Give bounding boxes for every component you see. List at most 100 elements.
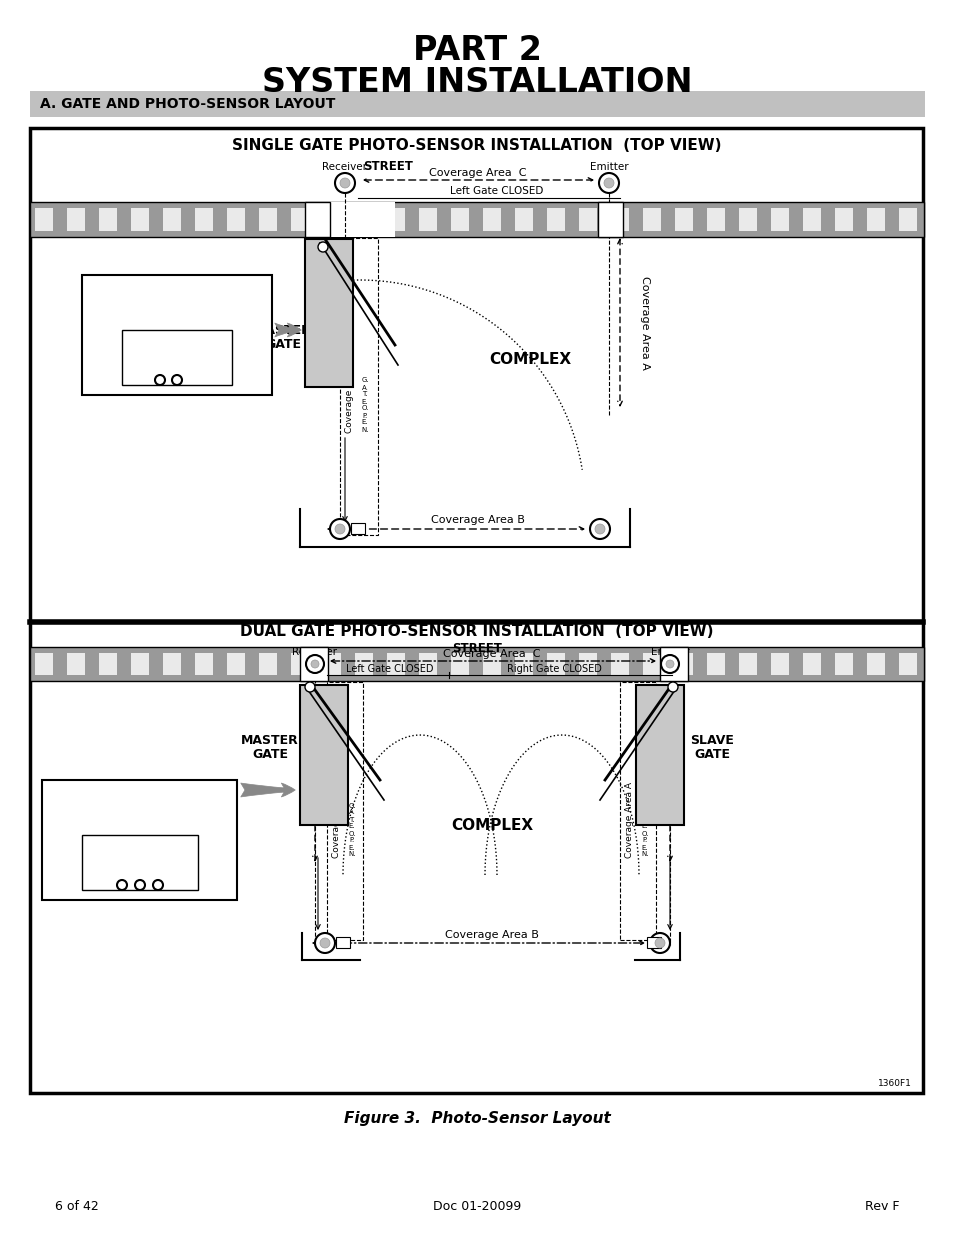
Bar (227, 209, 245, 231)
Bar (706, 209, 724, 231)
Text: SINGLE GATE PHOTO-SENSOR INSTALLATION  (TOP VIEW): SINGLE GATE PHOTO-SENSOR INSTALLATION (T… (232, 138, 721, 153)
Bar (299, 685, 348, 825)
Bar (387, 653, 405, 676)
Text: Coverage Area A: Coverage Area A (345, 357, 355, 433)
Bar (35, 653, 53, 676)
Circle shape (305, 682, 314, 692)
Text: COMPLEX: COMPLEX (451, 818, 533, 832)
Text: 1360F1: 1360F1 (877, 1078, 911, 1088)
Bar (739, 653, 757, 676)
Bar (482, 653, 500, 676)
Bar (619, 682, 656, 940)
Text: SYSTEM INSTALLATION: SYSTEM INSTALLATION (261, 67, 692, 100)
Bar (339, 238, 377, 535)
Bar (99, 653, 117, 676)
Bar (546, 653, 564, 676)
Bar (770, 209, 788, 231)
Bar (323, 653, 340, 676)
Text: 6 of 42: 6 of 42 (55, 1200, 99, 1214)
Bar (30, 647, 923, 680)
Circle shape (603, 178, 614, 188)
Text: Right Gate CLOSED: Right Gate CLOSED (506, 664, 600, 674)
Bar (355, 653, 373, 676)
Bar (642, 653, 660, 676)
Circle shape (655, 939, 664, 948)
Circle shape (330, 519, 350, 538)
Text: Coverage Area A: Coverage Area A (639, 277, 649, 370)
Bar (305, 203, 330, 237)
Bar (770, 653, 788, 676)
Text: Control Board: Control Board (91, 815, 189, 829)
Circle shape (339, 178, 350, 188)
Text: PART 2: PART 2 (412, 33, 541, 67)
Bar (866, 209, 884, 231)
Circle shape (335, 524, 345, 534)
Bar (451, 653, 469, 676)
Bar (323, 209, 340, 231)
Circle shape (117, 881, 127, 890)
Bar (546, 209, 564, 231)
Text: SW 2000: SW 2000 (146, 295, 208, 309)
Text: Coverage Area  C: Coverage Area C (443, 650, 540, 659)
Text: Rev F: Rev F (864, 1200, 899, 1214)
Text: GATE: GATE (693, 748, 729, 762)
Bar (351, 522, 365, 534)
Bar (335, 937, 350, 948)
Bar (834, 209, 852, 231)
Bar (706, 653, 724, 676)
Bar (163, 653, 181, 676)
Text: MASTER: MASTER (241, 734, 298, 746)
Text: GATE: GATE (265, 338, 301, 352)
Bar (898, 653, 916, 676)
Bar (515, 653, 533, 676)
Bar (305, 203, 395, 237)
Bar (866, 653, 884, 676)
Text: Inside
Photo
Sensor: Inside Photo Sensor (78, 847, 108, 877)
Bar (739, 209, 757, 231)
Text: SLAVE: SLAVE (689, 734, 733, 746)
Bar (418, 209, 436, 231)
Text: Coverage Area  C: Coverage Area C (429, 168, 526, 178)
Bar (834, 653, 852, 676)
Bar (418, 653, 436, 676)
Bar (82, 835, 198, 890)
Bar (802, 209, 821, 231)
Bar (30, 203, 923, 237)
Text: G.
A.
T.
E.
O.
P.
E.
N.: G. A. T. E. O. P. E. N. (348, 803, 355, 857)
Bar (163, 209, 181, 231)
Bar (194, 653, 213, 676)
Text: Left Gate CLOSED: Left Gate CLOSED (450, 186, 543, 196)
Bar (355, 209, 373, 231)
Circle shape (598, 173, 618, 193)
Bar (291, 653, 309, 676)
Bar (35, 209, 53, 231)
Text: Receiver: Receiver (322, 162, 367, 172)
Bar (122, 330, 232, 385)
Text: Emitter: Emitter (650, 647, 689, 657)
Bar (131, 209, 149, 231)
Circle shape (319, 939, 330, 948)
Text: G.
A.
T.
E.
O.
P.
E.
N.: G. A. T. E. O. P. E. N. (640, 803, 648, 857)
Circle shape (154, 375, 165, 385)
Text: TB 3: TB 3 (129, 867, 151, 877)
Bar (291, 209, 309, 231)
Bar (675, 209, 692, 231)
Bar (659, 647, 687, 680)
Bar (515, 209, 533, 231)
Bar (675, 653, 692, 676)
Bar (578, 653, 597, 676)
Text: STREET: STREET (363, 159, 413, 173)
Text: Emitter: Emitter (589, 162, 628, 172)
Bar (42, 781, 236, 900)
Bar (646, 937, 660, 948)
Text: DUAL GATE PHOTO-SENSOR INSTALLATION  (TOP VIEW): DUAL GATE PHOTO-SENSOR INSTALLATION (TOP… (240, 624, 713, 638)
Text: Coverage Area B: Coverage Area B (445, 930, 538, 940)
Text: Figure 3.  Photo-Sensor Layout: Figure 3. Photo-Sensor Layout (343, 1112, 610, 1126)
Bar (610, 653, 628, 676)
Bar (387, 209, 405, 231)
Bar (610, 209, 628, 231)
Text: G.
A.
T.
E.
O.
P.
E.
N.: G. A. T. E. O. P. E. N. (361, 378, 369, 432)
Bar (305, 240, 353, 387)
Bar (802, 653, 821, 676)
Bar (258, 653, 276, 676)
